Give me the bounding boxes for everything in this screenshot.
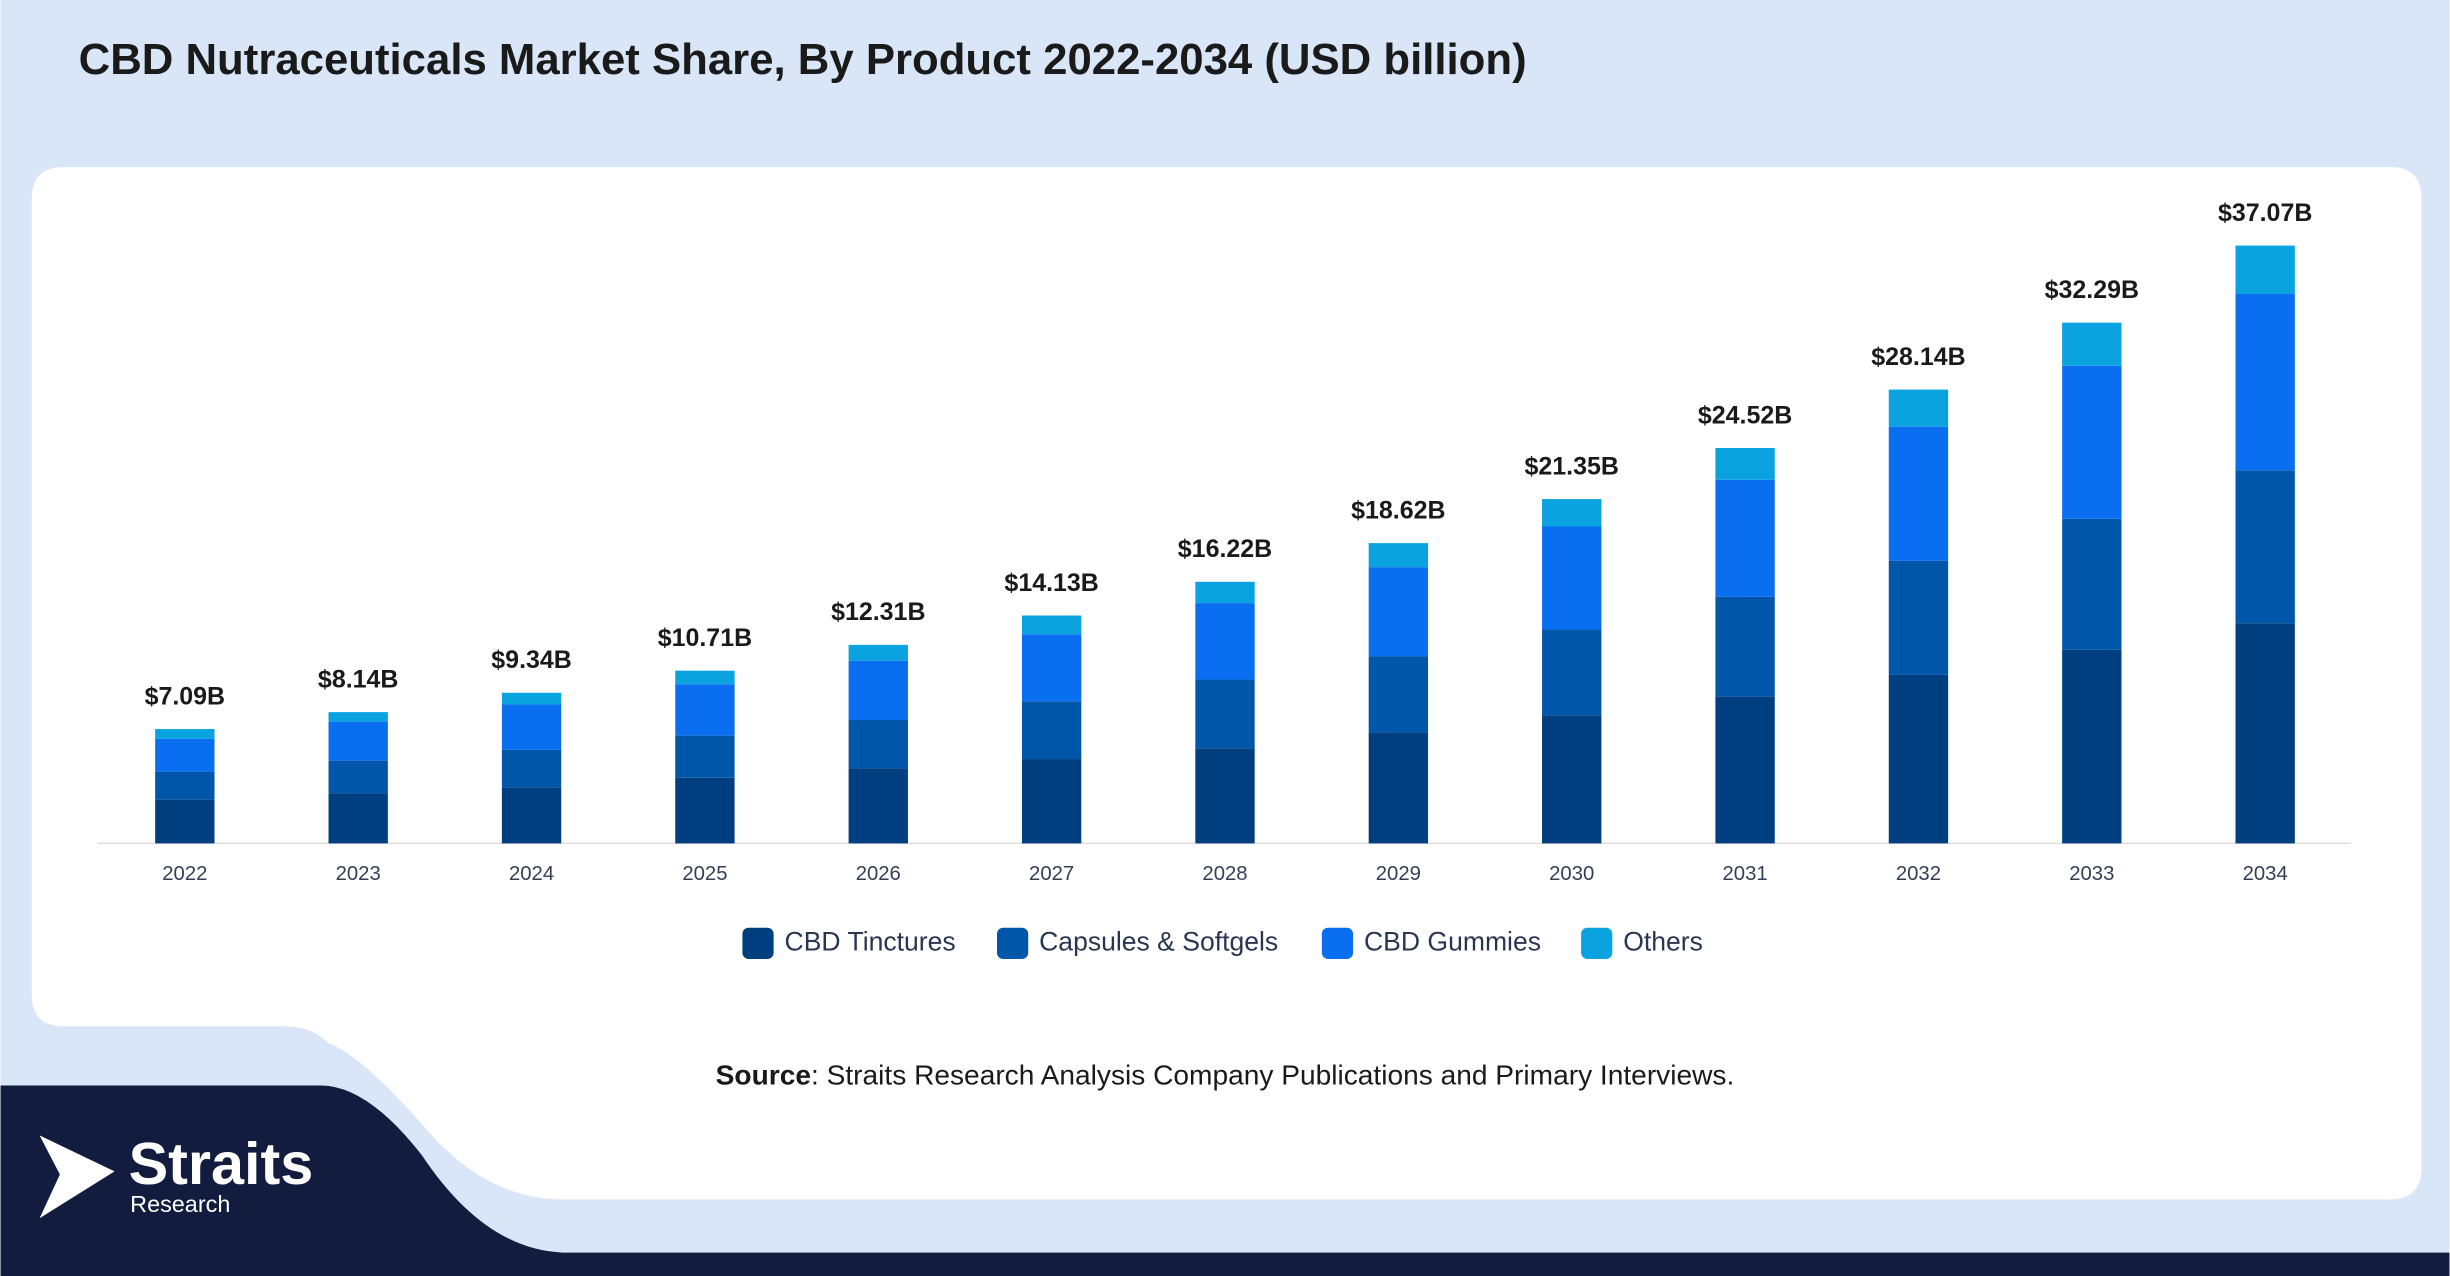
source-label: Source [716, 1060, 811, 1091]
bar-segment [1021, 615, 1082, 635]
legend-label: CBD Gummies [1364, 926, 1541, 956]
logo-icon [39, 1135, 115, 1219]
total-label: $16.22B [1178, 535, 1272, 563]
bar-segment [1368, 567, 1429, 657]
x-tick-label: 2031 [1723, 863, 1768, 885]
total-label: $12.31B [831, 598, 925, 626]
x-tick-label: 2022 [162, 863, 207, 885]
x-tick-label: 2032 [1896, 863, 1941, 885]
bar-segment [1021, 701, 1082, 760]
bar-segment [501, 749, 562, 788]
bar-segment [848, 720, 908, 769]
total-label: $8.14B [318, 665, 399, 693]
total-label: $18.62B [1351, 496, 1445, 524]
legend-label: Capsules & Softgels [1039, 926, 1278, 956]
x-tick-label: 2033 [2069, 863, 2114, 885]
bar-segment [1195, 679, 1255, 749]
logo-sub: Research [130, 1191, 230, 1217]
bar-segment [1542, 715, 1602, 844]
x-tick-label: 2030 [1549, 863, 1594, 885]
bar-segment [1021, 759, 1082, 844]
chart-title: CBD Nutraceuticals Market Share, By Prod… [79, 35, 1527, 84]
legend-label: CBD Tinctures [785, 926, 956, 956]
bar-segment [1368, 656, 1429, 733]
total-label: $21.35B [1525, 452, 1619, 480]
x-tick-label: 2028 [1202, 863, 1247, 885]
total-label: $10.71B [658, 624, 752, 652]
x-tick-label: 2024 [509, 863, 554, 885]
bar-segment [1715, 596, 1775, 697]
bar-segment [1368, 543, 1429, 568]
logo-name: Straits [129, 1130, 314, 1197]
x-tick-label: 2026 [856, 863, 901, 885]
total-label: $7.09B [145, 682, 226, 710]
bar-segment [1715, 479, 1775, 597]
bar-segment [848, 768, 908, 844]
x-tick-label: 2023 [336, 863, 381, 885]
bar-segment [1195, 581, 1255, 604]
bar-segment [2062, 649, 2122, 844]
x-tick-label: 2034 [2243, 863, 2288, 885]
bar-segment [2235, 245, 2295, 294]
bar-segment [1195, 748, 1255, 844]
bar-segment [675, 735, 735, 778]
total-label: $9.34B [491, 646, 572, 674]
bar-segment [1542, 499, 1602, 527]
bar-segment [155, 799, 215, 844]
bar-segment [501, 704, 562, 750]
x-tick-label: 2027 [1029, 863, 1074, 885]
bar-segment [328, 760, 388, 794]
bar-segment [848, 660, 908, 721]
bar-segment [2062, 518, 2122, 650]
source-text: : Straits Research Analysis Company Publ… [811, 1060, 1734, 1091]
legend-swatch [1581, 927, 1613, 959]
bar-segment [1195, 603, 1255, 680]
bar-segment [2235, 293, 2295, 471]
total-label: $37.07B [2218, 199, 2312, 227]
bar-segment [1888, 426, 1949, 561]
bar-segment [1542, 629, 1602, 716]
bar-segment [2235, 470, 2295, 624]
bar-segment [328, 721, 388, 761]
bar-segment [155, 738, 215, 772]
total-label: $32.29B [2045, 276, 2139, 304]
footer-band [0, 1085, 2450, 1276]
legend-swatch [996, 927, 1029, 959]
bar-segment [2235, 623, 2295, 844]
source: Source: Straits Research Analysis Compan… [716, 1060, 1735, 1091]
bar-segment [1021, 634, 1082, 702]
x-tick-label: 2025 [682, 863, 727, 885]
bar-segment [155, 729, 215, 739]
legend-swatch [1321, 927, 1354, 959]
bar-segment [2062, 365, 2122, 519]
bar-segment [1715, 696, 1775, 844]
bar-segment [848, 644, 908, 661]
bar-segment [1888, 560, 1949, 675]
total-label: $14.13B [1004, 569, 1098, 597]
legend-label: Others [1623, 926, 1703, 956]
bar-segment [155, 771, 215, 800]
bar-segment [675, 684, 735, 736]
bar-segment [2062, 322, 2122, 366]
bar-segment [501, 787, 562, 844]
total-label: $24.52B [1698, 401, 1792, 429]
total-label: $28.14B [1871, 343, 1965, 371]
bar-segment [501, 692, 562, 705]
bar-segment [1715, 447, 1775, 480]
x-tick-label: 2029 [1376, 863, 1421, 885]
bar-segment [675, 777, 735, 844]
bar-segment [1888, 674, 1949, 844]
legend-swatch [742, 927, 774, 959]
bar-segment [1542, 526, 1602, 630]
bar-segment [328, 793, 388, 844]
bar-segment [328, 712, 388, 722]
bar-segment [1888, 389, 1949, 427]
bar-segment [1368, 732, 1429, 844]
bar-segment [675, 670, 735, 685]
